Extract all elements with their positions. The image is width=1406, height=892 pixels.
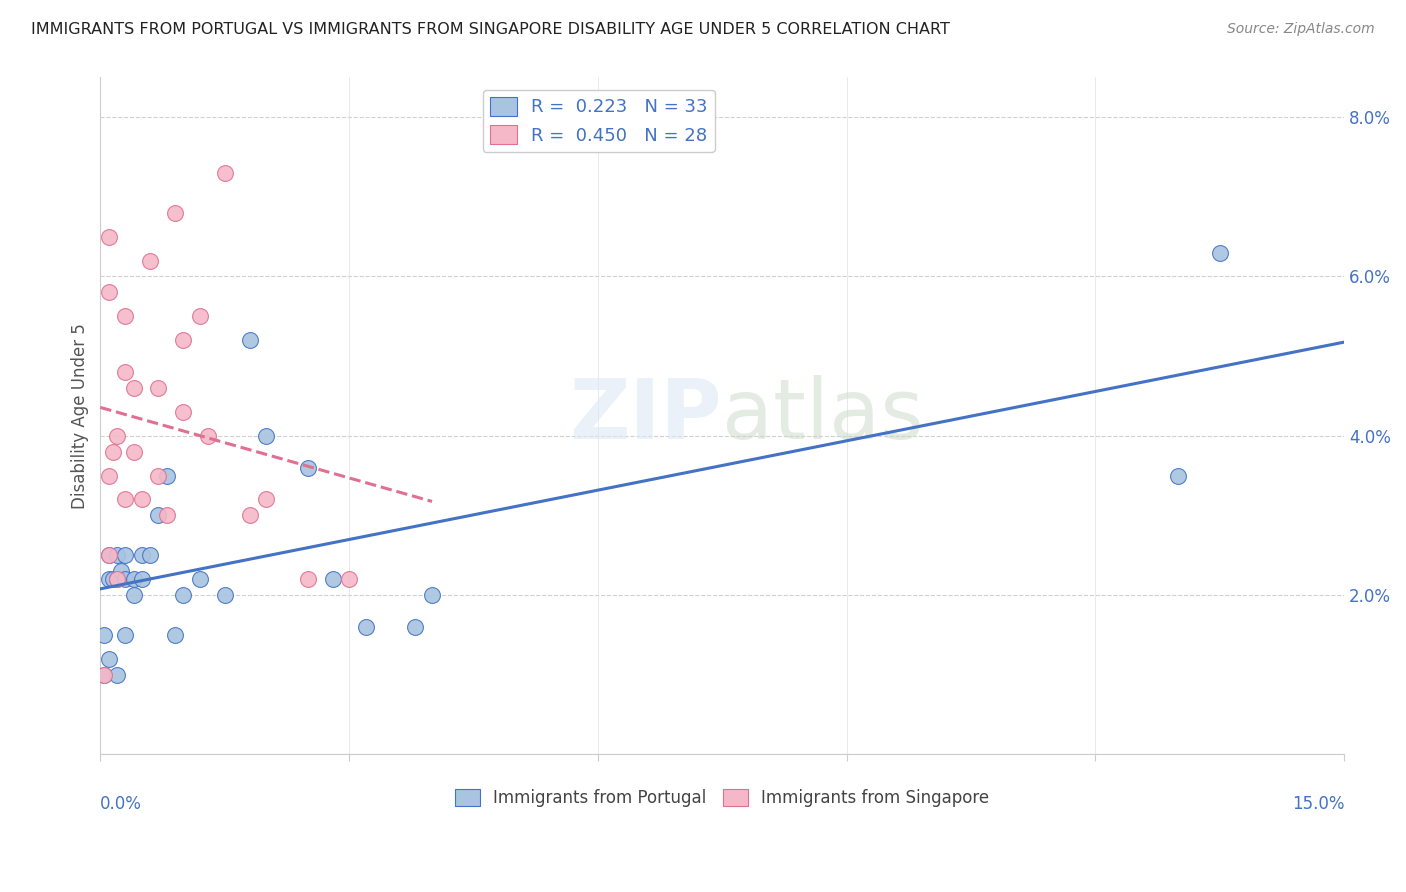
Point (101, 444, 124, 458)
Point (105, 548, 128, 562)
Text: 15.0%: 15.0% (1292, 795, 1344, 813)
Text: IMMIGRANTS FROM PORTUGAL VS IMMIGRANTS FROM SINGAPORE DISABILITY AGE UNDER 5 COR: IMMIGRANTS FROM PORTUGAL VS IMMIGRANTS F… (31, 22, 950, 37)
Point (110, 564, 132, 578)
Point (214, 166, 236, 180)
Point (97, 229, 120, 244)
Point (322, 572, 344, 586)
Point (239, 333, 262, 347)
Point (97, 548, 120, 562)
Point (114, 492, 136, 507)
Point (420, 588, 443, 602)
Point (139, 253, 162, 268)
Point (139, 548, 162, 562)
Point (122, 572, 145, 586)
Point (354, 620, 377, 634)
Point (197, 428, 219, 442)
Point (404, 620, 426, 634)
Point (148, 381, 170, 395)
Point (172, 333, 194, 347)
Point (122, 381, 145, 395)
Point (97, 651, 120, 665)
Point (148, 508, 170, 523)
Point (239, 508, 262, 523)
Text: Source: ZipAtlas.com: Source: ZipAtlas.com (1227, 22, 1375, 37)
Text: ZIP: ZIP (569, 376, 723, 457)
Point (148, 468, 170, 483)
Point (172, 405, 194, 419)
Point (97, 468, 120, 483)
Point (1167, 468, 1189, 483)
Point (163, 628, 186, 642)
Point (188, 572, 211, 586)
Point (254, 428, 277, 442)
Point (122, 444, 145, 458)
Point (97, 572, 120, 586)
Point (101, 572, 124, 586)
Point (105, 428, 128, 442)
Point (297, 460, 319, 475)
Point (93, 628, 115, 642)
Point (114, 365, 136, 379)
Point (97, 285, 120, 300)
Point (114, 548, 136, 562)
Point (131, 572, 153, 586)
Point (131, 548, 153, 562)
Point (156, 508, 179, 523)
Point (114, 310, 136, 324)
Point (114, 572, 136, 586)
Point (254, 492, 277, 507)
Text: atlas: atlas (723, 376, 924, 457)
Point (156, 468, 179, 483)
Point (105, 572, 128, 586)
Point (122, 588, 145, 602)
Point (172, 588, 194, 602)
Point (214, 588, 236, 602)
Point (105, 667, 128, 681)
Point (188, 310, 211, 324)
Y-axis label: Disability Age Under 5: Disability Age Under 5 (72, 323, 89, 508)
Point (297, 572, 319, 586)
Point (337, 572, 360, 586)
Point (93, 667, 115, 681)
Point (163, 206, 186, 220)
Point (97, 548, 120, 562)
Point (93, 667, 115, 681)
Point (114, 628, 136, 642)
Point (105, 572, 128, 586)
Text: 0.0%: 0.0% (100, 795, 142, 813)
Point (1209, 245, 1232, 260)
Point (131, 492, 153, 507)
Legend: Immigrants from Portugal, Immigrants from Singapore: Immigrants from Portugal, Immigrants fro… (449, 782, 997, 814)
